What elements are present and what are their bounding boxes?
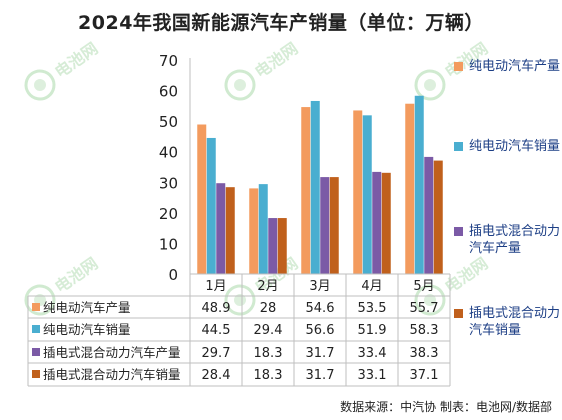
table-swatch (32, 370, 40, 378)
legend-item: 插电式混合动力汽车产量 (454, 223, 562, 257)
y-tick-label: 40 (159, 144, 178, 162)
data-label: 29.4 (254, 323, 283, 338)
table-row-label: 插电式混合动力汽车销量 (43, 367, 181, 382)
y-tick-label: 70 (159, 52, 178, 70)
legend-item: 插电式混合动力汽车销量 (454, 305, 562, 339)
bar (381, 172, 391, 274)
table-swatch (32, 325, 40, 333)
legend-swatch (454, 62, 463, 71)
data-label: 51.9 (358, 323, 387, 338)
legend-label: 纯电动汽车产量 (469, 59, 561, 74)
table-swatch (32, 303, 40, 311)
y-tick-label: 50 (159, 113, 178, 131)
bar (329, 177, 339, 274)
legend-swatch (454, 142, 463, 151)
bar (320, 177, 330, 274)
data-label: 31.7 (306, 346, 335, 361)
bar (277, 218, 287, 274)
y-tick-label: 0 (168, 266, 178, 284)
bar (362, 115, 372, 274)
legend-swatch (454, 227, 463, 236)
legend-swatch (454, 309, 463, 318)
legend-item: 纯电动汽车销量 (454, 138, 562, 155)
data-label: 55.7 (410, 301, 439, 316)
legend-label: 插电式混合动力汽车销量 (469, 306, 561, 338)
watermark-text: 电池网 (51, 39, 101, 82)
bar (405, 103, 415, 275)
bar (225, 187, 235, 274)
data-label: 53.5 (358, 301, 387, 316)
y-tick-label: 30 (159, 174, 178, 192)
bar (414, 95, 424, 274)
table-row-label: 纯电动汽车销量 (43, 322, 131, 337)
data-label: 58.3 (410, 323, 439, 338)
x-tick-label: 2月 (257, 279, 278, 294)
x-tick-label: 4月 (361, 279, 382, 294)
table-row-label: 纯电动汽车产量 (43, 300, 131, 315)
bar (197, 124, 207, 275)
data-label: 48.9 (202, 301, 231, 316)
bar (301, 107, 311, 274)
data-label: 28.4 (202, 368, 231, 383)
bar (249, 188, 259, 274)
data-label: 31.7 (306, 368, 335, 383)
legend-label: 纯电动汽车销量 (469, 139, 561, 154)
bar (310, 100, 320, 274)
bar (424, 156, 434, 274)
data-label: 37.1 (410, 368, 439, 383)
y-tick-label: 20 (159, 205, 178, 223)
bar (216, 183, 226, 274)
y-tick-label: 10 (159, 235, 178, 253)
bar (433, 160, 443, 274)
bar (268, 218, 278, 274)
y-tick-label: 60 (159, 83, 178, 101)
legend-label: 插电式混合动力汽车产量 (469, 224, 561, 256)
data-label: 38.3 (410, 346, 439, 361)
watermark: 电池网 (24, 39, 101, 101)
watermark-text: 电池网 (251, 39, 301, 82)
data-label: 18.3 (254, 368, 283, 383)
watermark: 电池网 (224, 39, 301, 101)
table-row-label: 插电式混合动力汽车产量 (43, 345, 181, 360)
table-swatch (32, 348, 40, 356)
bar (206, 137, 216, 274)
data-label: 56.6 (306, 323, 335, 338)
legend-item: 纯电动汽车产量 (454, 58, 562, 75)
data-label: 28 (260, 301, 277, 316)
bar (258, 184, 268, 274)
source-note: 数据来源：中汽协 制表：电池网/数据部 (340, 400, 552, 414)
data-label: 33.1 (358, 368, 387, 383)
chart-title: 2024年我国新能源汽车产销量（单位：万辆） (78, 12, 484, 34)
data-label: 33.4 (358, 346, 387, 361)
bar (372, 171, 382, 274)
data-label: 44.5 (202, 323, 231, 338)
x-tick-label: 5月 (413, 279, 434, 294)
data-label: 54.6 (306, 301, 335, 316)
bar (353, 110, 363, 274)
data-label: 29.7 (202, 346, 231, 361)
x-tick-label: 3月 (309, 279, 330, 294)
watermark-text: 电池网 (441, 254, 491, 297)
x-tick-label: 1月 (205, 279, 226, 294)
data-label: 18.3 (254, 346, 283, 361)
watermark-text: 电池网 (51, 254, 101, 297)
